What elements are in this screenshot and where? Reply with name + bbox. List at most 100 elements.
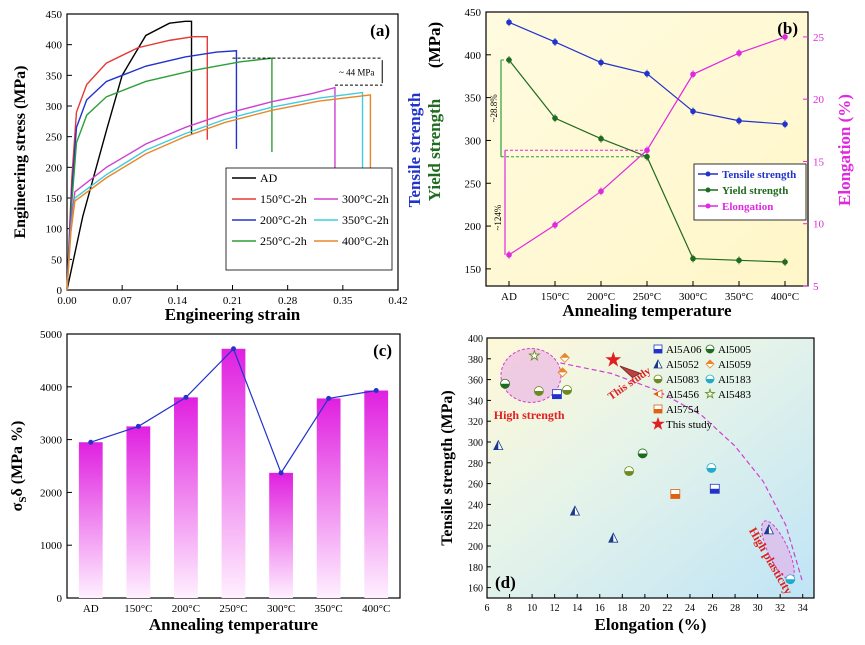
x-tick-label-a: 0.35	[333, 295, 353, 307]
y-tick-label-right-b: 15	[813, 156, 825, 168]
x-tick-label-d: 14	[572, 603, 582, 614]
legend-label-d: Al5A06	[666, 344, 702, 356]
panel-d: 6 8 10 12 14 16 18 20 22 24 26 28 30 32 34 160 180 200 220…	[439, 334, 815, 634]
marker-part	[706, 379, 714, 383]
legend-a	[225, 167, 393, 271]
y-axis-label-c: σSδ (MPa %)	[9, 421, 29, 512]
marker-part	[500, 383, 510, 389]
scatter-point-12	[562, 385, 572, 395]
x-tick-label-d: 16	[595, 603, 605, 614]
legend-label-d: Al5483	[718, 389, 752, 401]
data-point-b	[644, 147, 650, 154]
legend-marker-d	[705, 344, 715, 354]
trend-point-c	[278, 470, 284, 476]
y-axis-label-part-c: S	[17, 497, 29, 503]
marker-part	[654, 360, 658, 368]
y-tick-label-d: 260	[468, 480, 483, 491]
data-point-b	[690, 255, 696, 262]
marker-part	[624, 471, 634, 476]
y-tick-label-a: 200	[46, 162, 63, 174]
x-tick-label-c: 200°C	[172, 603, 200, 615]
legend-marker-d	[653, 389, 663, 399]
data-point-b	[644, 70, 650, 77]
y-axis-label-a: Engineering stress (MPa)	[12, 65, 29, 238]
curve-2	[66, 50, 238, 291]
x-tick-label-a: 0.28	[278, 295, 298, 307]
legend-marker-b	[705, 187, 711, 193]
y-tick-label-d: 200	[468, 542, 483, 553]
x-axis-label-d: Elongation (%)	[595, 615, 707, 634]
y-tick-label-d: 280	[468, 459, 483, 470]
marker-part	[528, 349, 541, 362]
y-tick-label-c: 2000	[40, 487, 63, 499]
x-tick-label-a: 0.14	[168, 295, 188, 307]
legend-label-b: Yield strength	[722, 185, 788, 197]
legend-label-b: Elongation	[722, 201, 773, 213]
x-tick-label-c: 350°C	[315, 603, 343, 615]
y-axis-label-unit-b: (MPa)	[425, 22, 444, 68]
curve-3	[66, 57, 273, 291]
scatter-point-9	[557, 367, 568, 378]
marker-part	[608, 533, 614, 543]
data-point-b	[506, 19, 512, 26]
high-strength-region	[500, 347, 562, 403]
x-tick-label-d: 28	[730, 603, 740, 614]
x-tick-label-c: 300°C	[267, 603, 295, 615]
data-point-b	[552, 115, 558, 121]
data-point-b	[782, 34, 788, 40]
x-tick-label-d: 20	[640, 603, 650, 614]
scatter-point-11	[533, 386, 544, 396]
x-tick-label-a: 0.07	[113, 295, 133, 307]
trend-point-c	[135, 423, 141, 429]
y-tick-label-d: 220	[468, 521, 483, 532]
y-tick-label-a: 350	[46, 70, 63, 82]
y-tick-label-c: 3000	[40, 435, 63, 447]
y-tick-label-right-b: 5	[813, 281, 819, 293]
x-tick-label-d: 34	[798, 603, 808, 614]
x-tick-label-c: 250°C	[219, 603, 247, 615]
panel-label-a: (a)	[370, 21, 390, 40]
y-axis-label-part-c: (MPa %)	[9, 421, 26, 489]
plot-frame-d	[486, 337, 815, 599]
legend-label-d: Al5052	[666, 359, 699, 371]
panel-label-c: (c)	[373, 341, 392, 360]
scatter-point-5	[569, 505, 581, 516]
trend-point-c	[183, 394, 189, 400]
y-tick-label-right-b: 20	[813, 94, 825, 106]
trend-point-c	[373, 387, 379, 393]
legend-marker-d	[705, 359, 715, 369]
bar-5	[316, 398, 341, 598]
marker-part	[764, 524, 769, 534]
scatter-point-10	[624, 466, 634, 477]
x-tick-label-b: 350°C	[725, 291, 753, 303]
y-axis-label-part-c: σ	[9, 502, 26, 511]
legend-label-d: This study	[666, 419, 713, 431]
x-tick-label-d: 6	[485, 603, 490, 614]
curve-4	[66, 86, 336, 291]
data-point-b	[690, 71, 696, 78]
y-tick-label-left-b: 150	[465, 264, 482, 276]
marker-part	[651, 416, 665, 430]
y-tick-label-d: 300	[468, 438, 483, 449]
y-axis-label-yield: Yield strength	[425, 98, 444, 201]
x-tick-label-a: 0.00	[57, 295, 77, 307]
trend-point-c	[326, 395, 332, 401]
data-point-b	[598, 135, 604, 142]
x-tick-label-c: 400°C	[362, 603, 390, 615]
bar-0	[78, 442, 103, 598]
scatter-point-3	[500, 378, 510, 389]
y-tick-label-c: 4000	[40, 382, 63, 394]
marker-part	[654, 390, 662, 396]
marker-part	[654, 379, 662, 383]
legend-marker-d	[704, 387, 716, 399]
legend-marker-d	[653, 359, 663, 369]
x-tick-label-d: 12	[550, 603, 560, 614]
y-tick-label-left-b: 250	[465, 178, 482, 190]
y-tick-label-c: 1000	[40, 540, 63, 552]
y-tick-label-d: 180	[468, 563, 483, 574]
marker-part	[670, 494, 680, 499]
legend-label-d: Al5083	[666, 374, 700, 386]
annotation-el: ~124%	[493, 204, 503, 230]
scatter-point-16	[670, 489, 681, 499]
x-tick-label-a: 0.21	[223, 295, 242, 307]
